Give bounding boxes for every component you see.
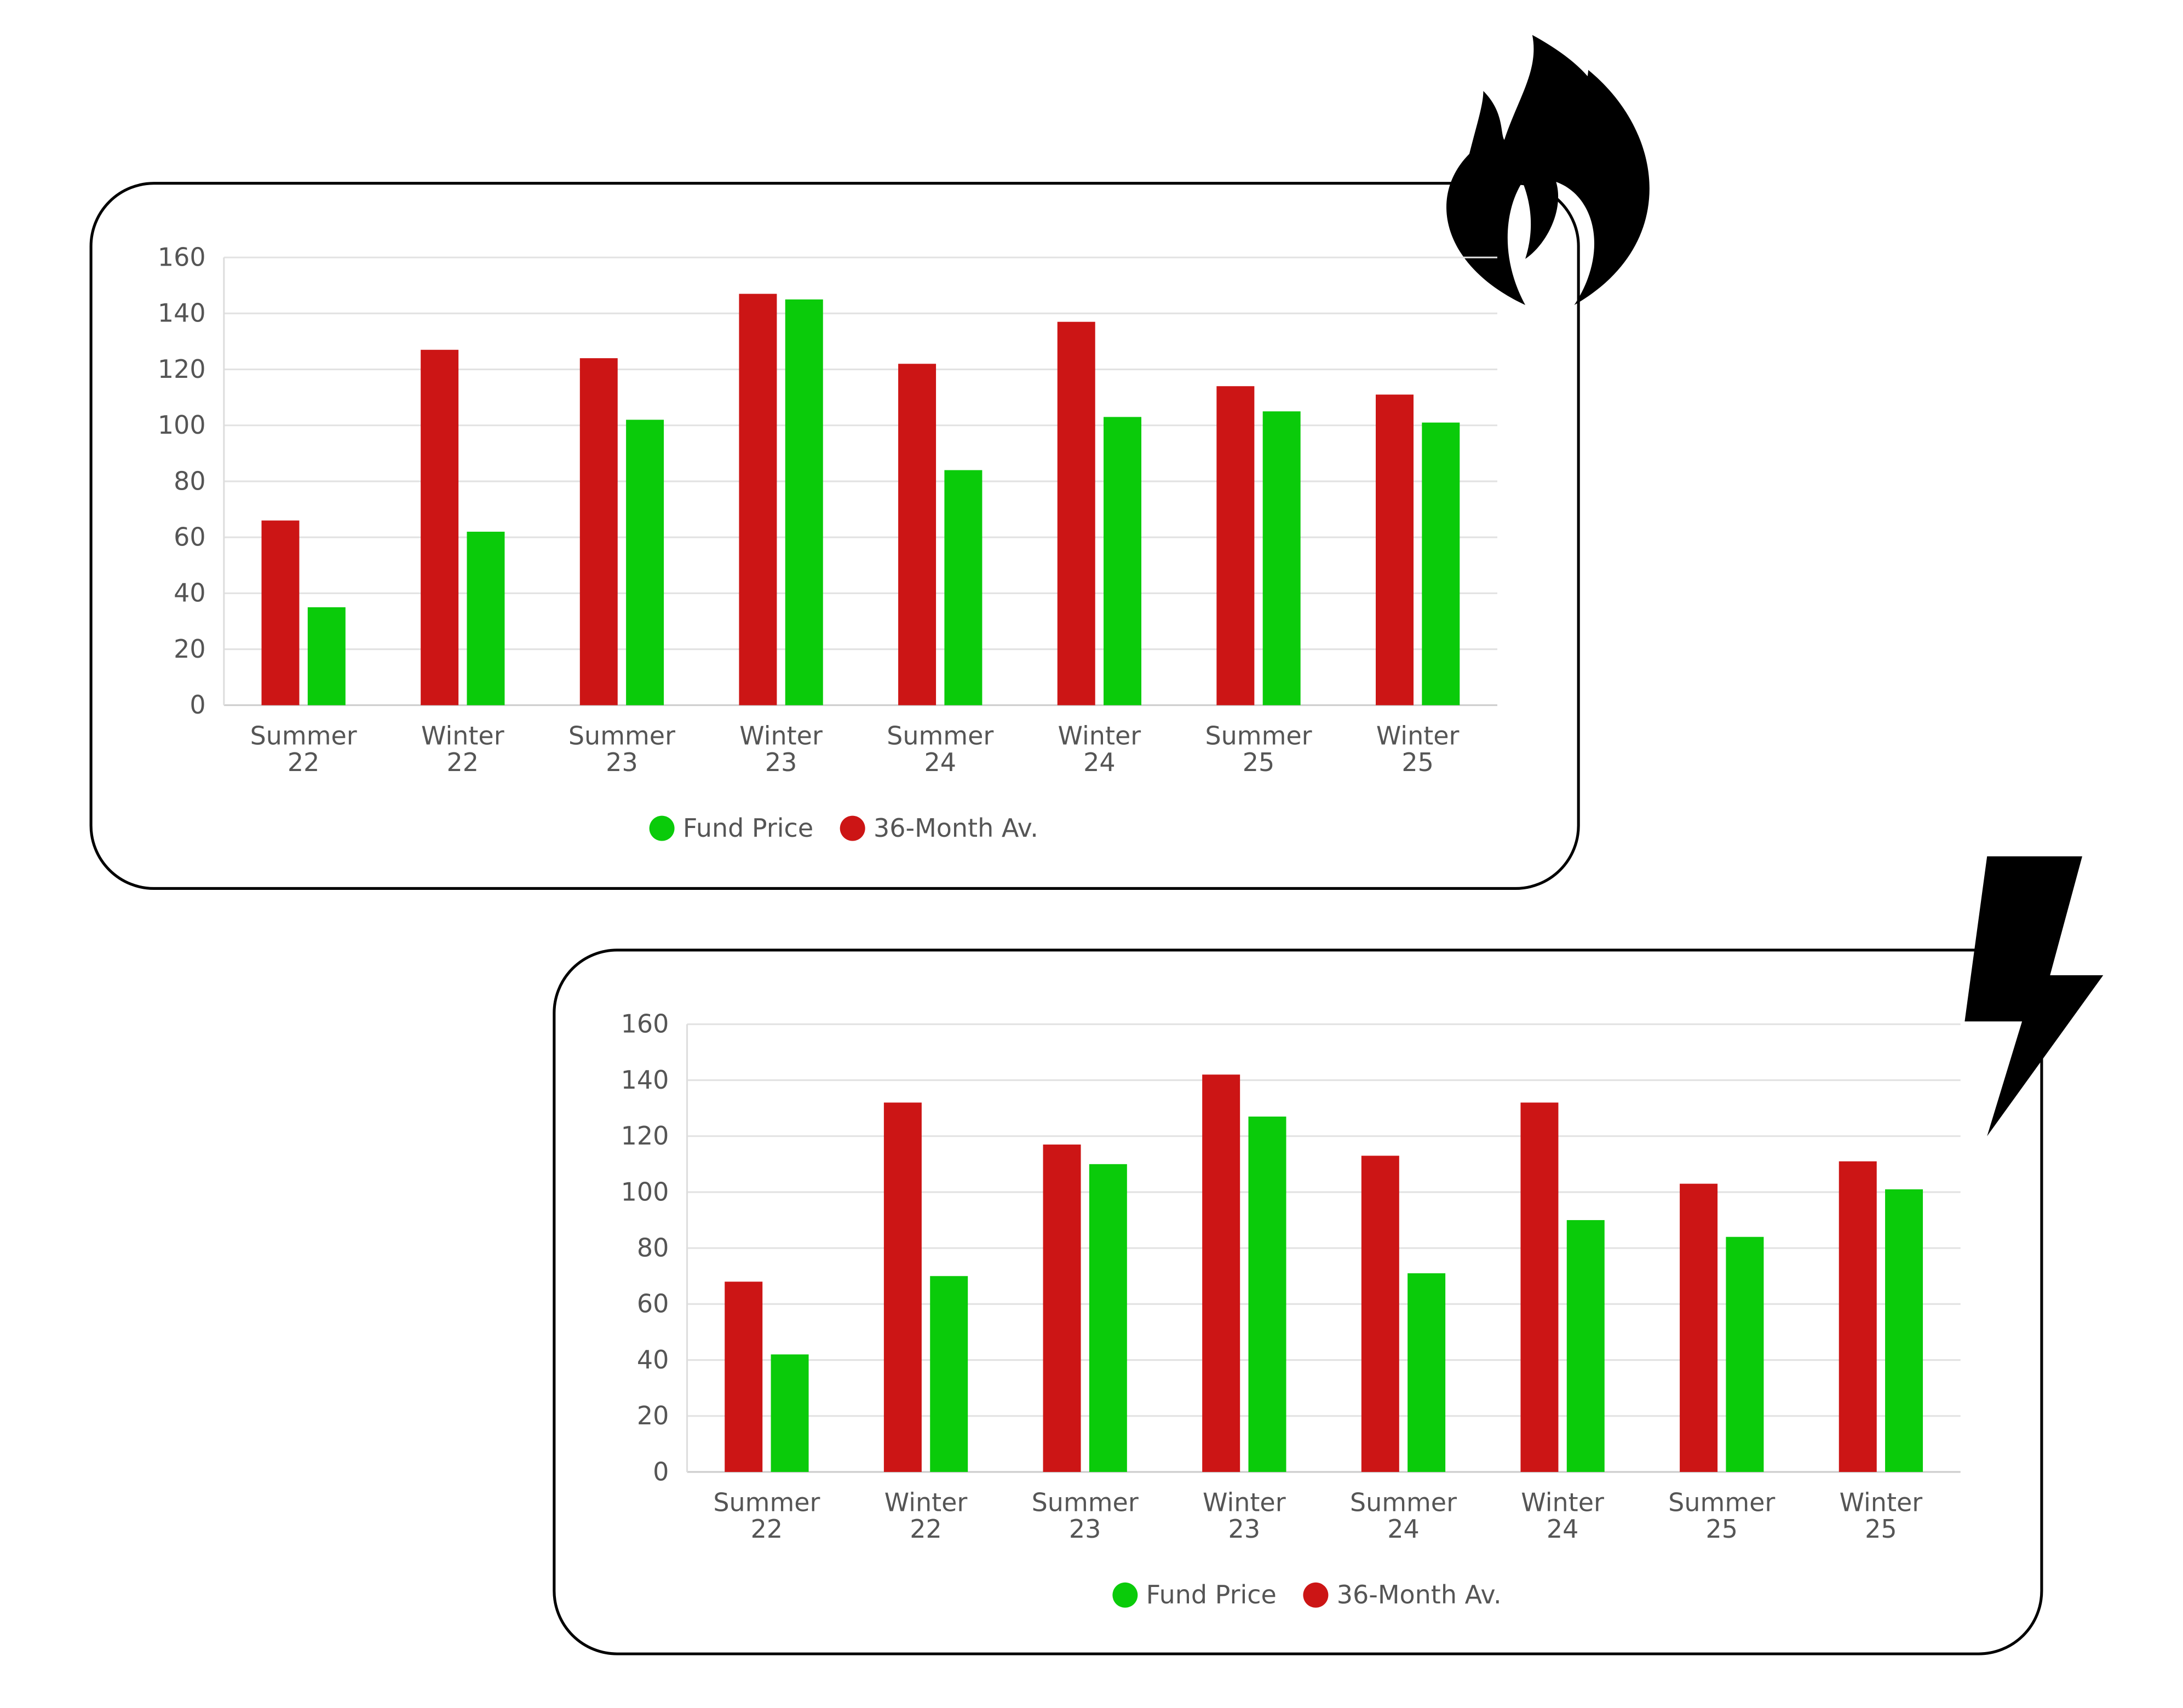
y-tick-label: 80 <box>637 1233 669 1262</box>
bar <box>930 1276 968 1472</box>
legend-label: 36-Month Av. <box>874 813 1038 843</box>
x-tick-label: Winter 25 <box>1840 1487 1923 1544</box>
bar <box>1566 1220 1605 1472</box>
bar <box>1376 394 1414 705</box>
bar <box>1202 1074 1240 1472</box>
bar <box>1361 1155 1399 1472</box>
bar <box>1422 422 1460 705</box>
bar <box>1839 1161 1877 1472</box>
bar <box>1726 1237 1764 1472</box>
y-tick-label: 140 <box>158 298 206 328</box>
legend-marker <box>1112 1582 1138 1608</box>
bar <box>785 299 823 705</box>
bar <box>1408 1273 1446 1472</box>
flame-icon <box>1446 34 1650 306</box>
bar <box>739 294 777 705</box>
y-tick-label: 140 <box>621 1065 669 1095</box>
y-tick-label: 100 <box>158 410 206 440</box>
x-tick-label: Winter 23 <box>1203 1487 1286 1544</box>
x-tick-label: Summer 25 <box>1668 1487 1775 1544</box>
x-tick-label: Summer 24 <box>1350 1487 1457 1544</box>
bar <box>307 607 346 705</box>
bar <box>421 349 459 705</box>
card <box>89 182 1580 890</box>
lightning-icon <box>1964 856 2104 1136</box>
bar <box>1104 417 1142 705</box>
x-tick-label: Winter 24 <box>1521 1487 1604 1544</box>
x-tick-label: Winter 25 <box>1376 721 1460 777</box>
y-tick-label: 160 <box>158 242 206 272</box>
y-tick-label: 20 <box>637 1401 669 1430</box>
bar <box>771 1354 809 1472</box>
x-tick-label: Summer 22 <box>250 721 357 777</box>
x-tick-label: Winter 22 <box>421 721 504 777</box>
y-tick-label: 0 <box>653 1457 669 1486</box>
y-tick-label: 120 <box>621 1121 669 1151</box>
bar <box>1680 1183 1718 1472</box>
legend-marker <box>1303 1582 1329 1608</box>
bar <box>944 470 983 705</box>
y-tick-label: 0 <box>189 690 205 720</box>
bar <box>467 531 505 705</box>
y-tick-label: 60 <box>174 522 206 551</box>
y-tick-label: 120 <box>158 354 206 384</box>
bar <box>1262 411 1301 705</box>
bar <box>626 419 664 705</box>
bar <box>898 364 937 705</box>
x-tick-label: Summer 23 <box>568 721 675 777</box>
legend-marker <box>840 815 865 841</box>
bar <box>1043 1145 1081 1472</box>
x-tick-label: Winter 24 <box>1058 721 1141 777</box>
x-tick-label: Winter 23 <box>739 721 823 777</box>
bar <box>261 520 300 705</box>
y-tick-label: 80 <box>174 466 206 496</box>
x-tick-label: Summer 25 <box>1205 721 1312 777</box>
legend-marker <box>649 815 675 841</box>
legend-label: 36-Month Av. <box>1337 1580 1502 1609</box>
bar <box>1216 386 1255 705</box>
y-tick-label: 60 <box>637 1289 669 1319</box>
bar <box>1885 1189 1923 1472</box>
bar <box>1520 1102 1559 1472</box>
y-tick-label: 40 <box>174 578 206 608</box>
x-tick-label: Summer 22 <box>713 1487 820 1544</box>
card <box>553 948 2043 1655</box>
chart: 160 140 120 100 80 60 40 20 0 Summer 22 Winter 22 Sum… <box>621 1009 1961 1609</box>
x-tick-label: Summer 24 <box>887 721 993 777</box>
y-tick-label: 20 <box>174 634 206 664</box>
bar <box>883 1102 922 1472</box>
bar <box>1248 1116 1286 1472</box>
x-tick-label: Summer 23 <box>1032 1487 1139 1544</box>
y-tick-label: 40 <box>637 1345 669 1375</box>
legend-label: Fund Price <box>1146 1580 1277 1609</box>
y-tick-label: 100 <box>621 1177 669 1206</box>
bar <box>725 1281 763 1472</box>
bar <box>579 358 618 705</box>
chart: 160 140 120 100 80 60 40 20 0 Summer 22 Winter 22 Sum… <box>158 242 1497 843</box>
x-tick-label: Winter 22 <box>884 1487 968 1544</box>
bar <box>1089 1164 1127 1472</box>
y-tick-label: 160 <box>621 1009 669 1039</box>
legend-label: Fund Price <box>683 813 813 843</box>
bar <box>1057 321 1095 705</box>
